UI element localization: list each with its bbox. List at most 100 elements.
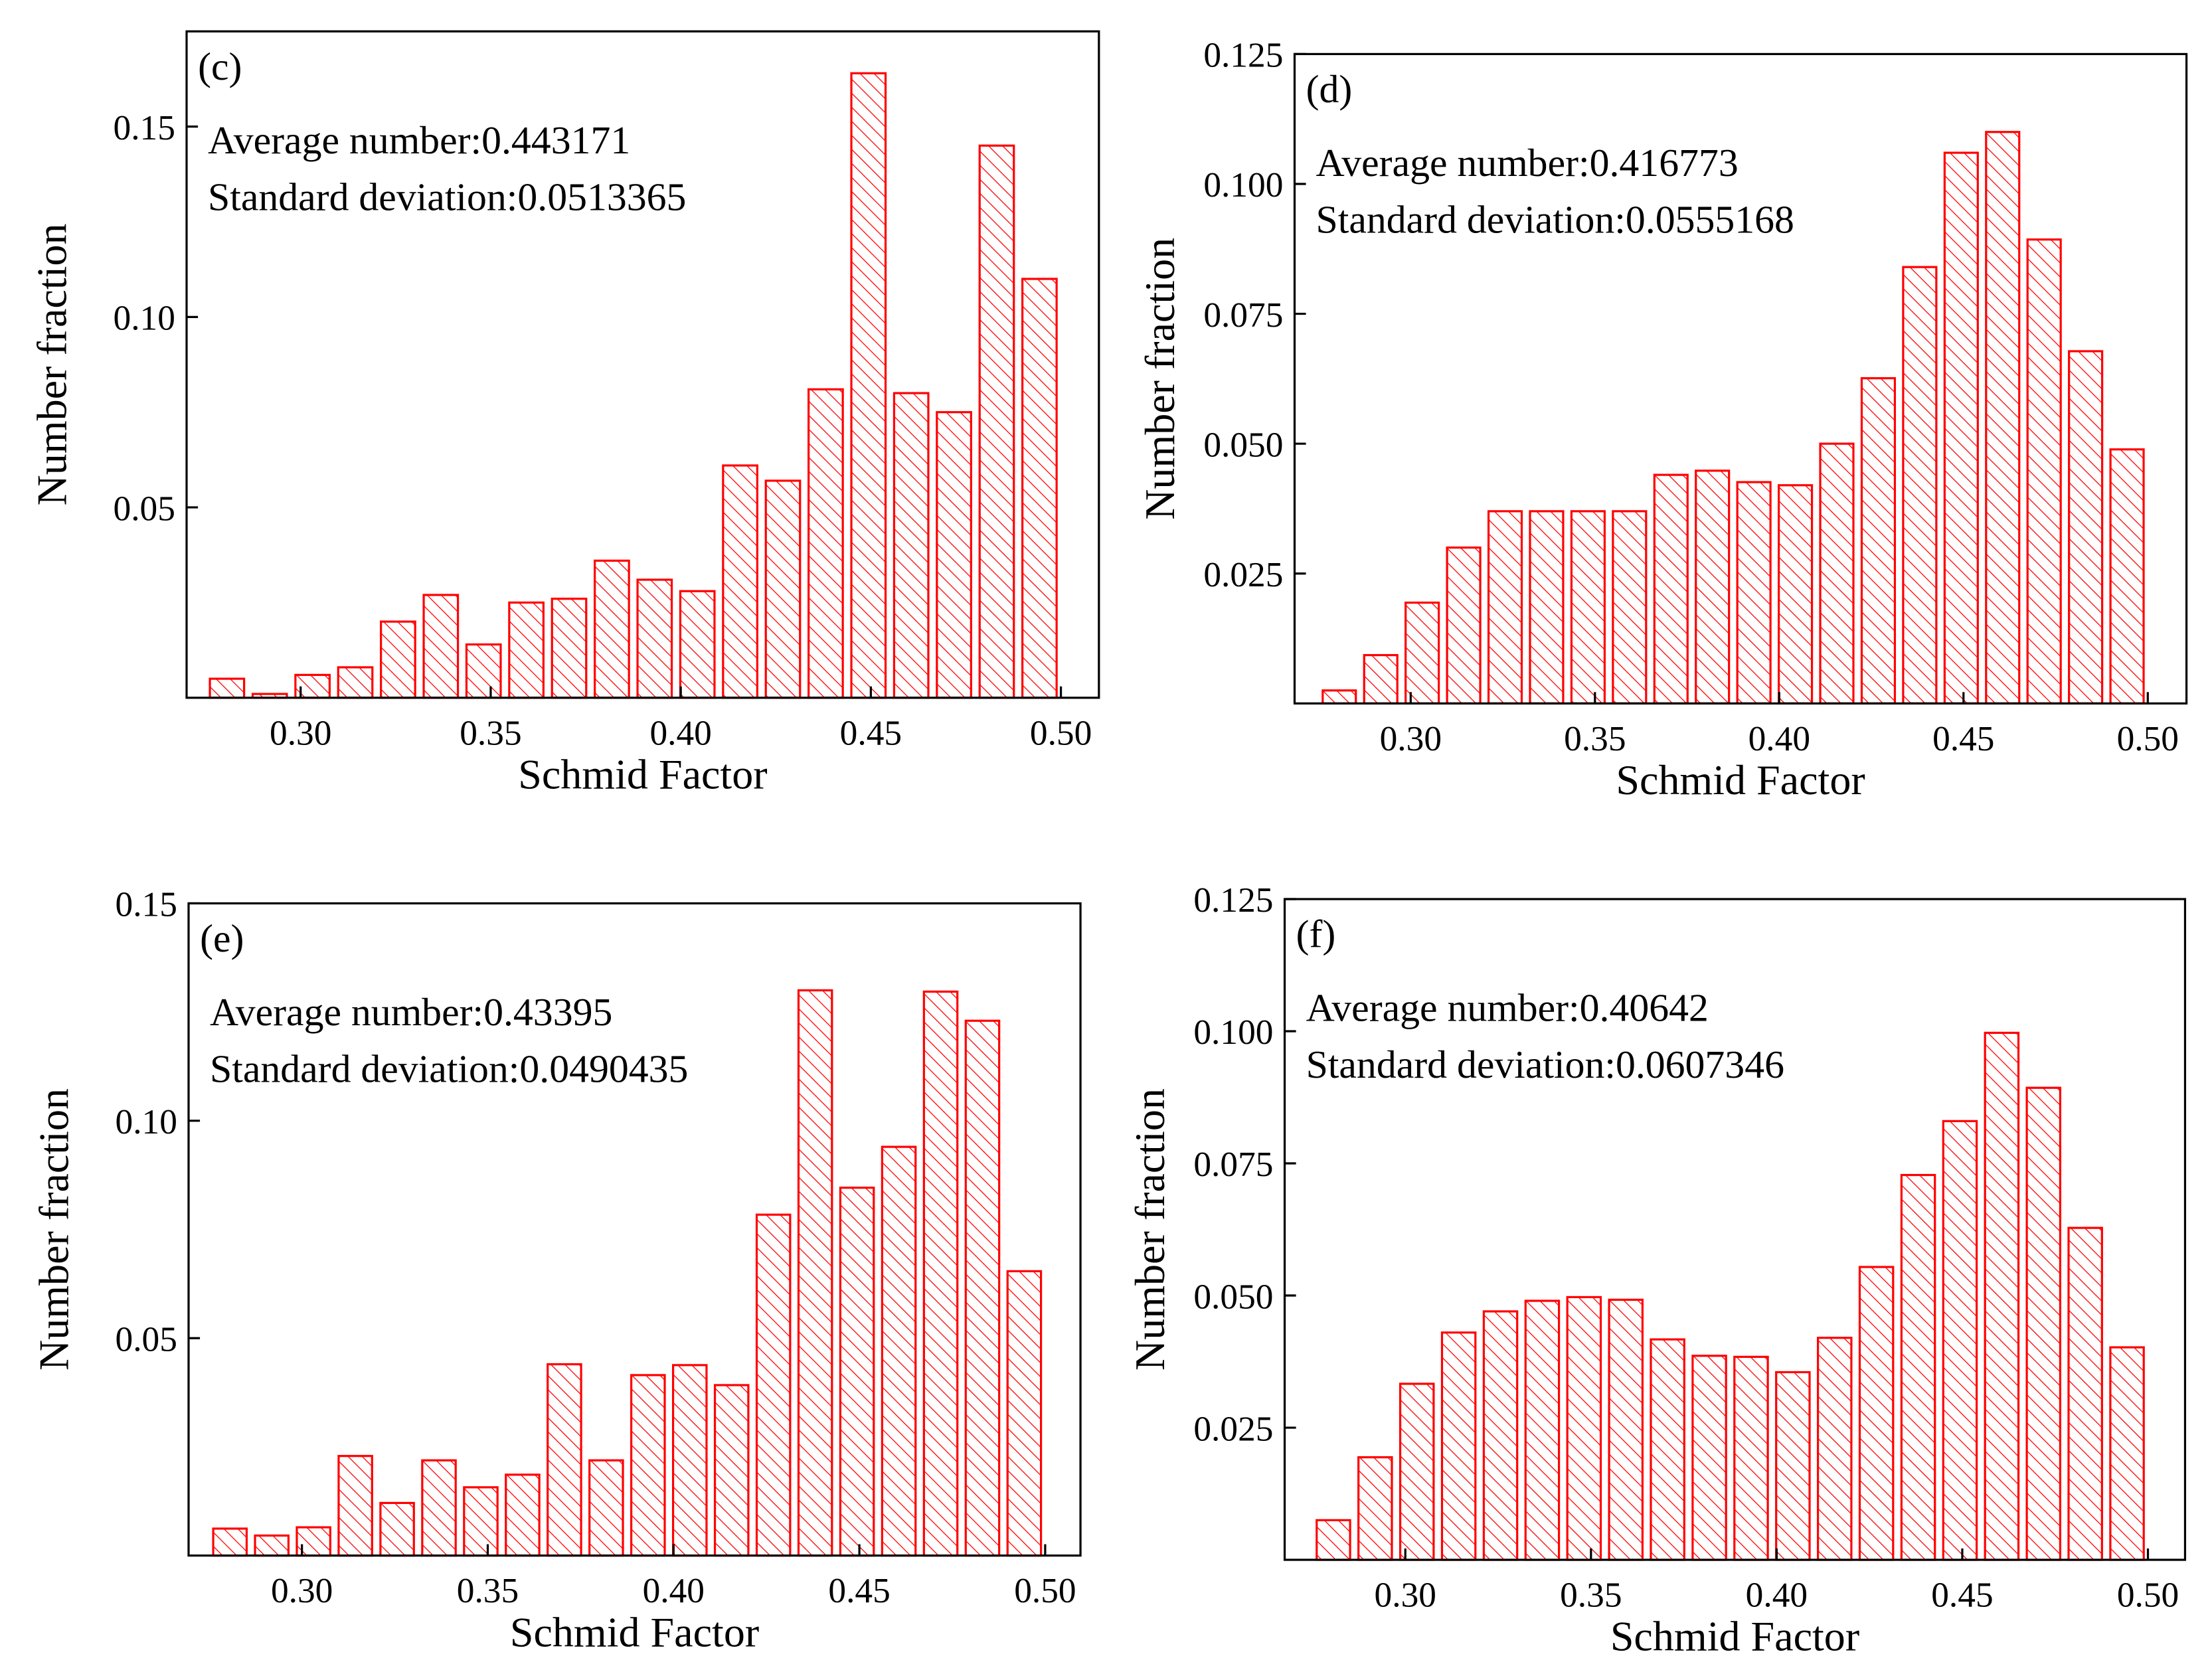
bar: [1902, 266, 1938, 705]
y-tick-label: 0.125: [1193, 880, 1273, 920]
bar: [1985, 131, 2021, 705]
bar: [1612, 510, 1648, 705]
bar: [1321, 689, 1357, 705]
bar: [421, 1459, 457, 1557]
bar: [630, 1374, 666, 1557]
bar: [1570, 510, 1606, 705]
x-tick-label: 0.35: [460, 712, 521, 752]
chart-panel: 0.30 0.35 0.40 0.45 0.50 0.025 0.050 0.075 0.100…: [1126, 880, 2187, 1660]
bar: [1487, 510, 1523, 705]
y-tick-label: 0.05: [116, 1319, 177, 1359]
x-tick-label: 0.35: [1564, 718, 1626, 758]
x-tick-label: 0.45: [1931, 1575, 1993, 1615]
y-tick-label: 0.10: [116, 1102, 177, 1141]
y-tick-label: 0.100: [1203, 165, 1283, 205]
bar: [1524, 1299, 1561, 1561]
bar: [1566, 1296, 1602, 1561]
bar: [797, 989, 833, 1557]
bar: [594, 559, 630, 699]
bar: [212, 1527, 248, 1557]
bar: [755, 1213, 792, 1557]
bar: [1399, 1382, 1435, 1561]
plot-frame: [187, 902, 1082, 1557]
bar: [551, 598, 588, 699]
bar: [713, 1384, 750, 1557]
bar: [2067, 1226, 2103, 1561]
bar: [1733, 1355, 1769, 1561]
bar: [1900, 1173, 1936, 1561]
y-tick-label: 0.025: [1203, 554, 1283, 594]
bar: [505, 1473, 541, 1557]
y-axis-title: Number fraction: [30, 1088, 77, 1371]
bar: [1653, 473, 1689, 705]
x-tick-label: 0.40: [1748, 718, 1810, 758]
plot-frame: [1293, 52, 2188, 705]
y-axis-title: Number fraction: [29, 224, 76, 506]
plot-frame: [1283, 898, 2187, 1561]
y-tick-label: 0.075: [1203, 295, 1283, 335]
x-tick-label: 0.35: [457, 1570, 519, 1610]
bar: [764, 479, 802, 699]
annotation: Average number:0.40642: [1306, 986, 1709, 1030]
y-axis-title: Number fraction: [1126, 1088, 1173, 1371]
y-tick-label: 0.025: [1193, 1408, 1273, 1448]
bar: [1775, 1371, 1811, 1561]
annotation: Average number:0.416773: [1316, 141, 1739, 185]
x-tick-label: 0.50: [2117, 1575, 2179, 1615]
bar: [679, 590, 716, 699]
bar: [2026, 238, 2062, 705]
bar: [547, 1363, 582, 1557]
bar: [1858, 1266, 1895, 1561]
annotation: Standard deviation:0.0490435: [210, 1046, 688, 1090]
panel-label: (e): [200, 916, 244, 960]
y-tick-label: 0.050: [1193, 1276, 1273, 1316]
bar: [1363, 653, 1399, 705]
bar: [1446, 546, 1482, 705]
bar: [964, 1019, 1001, 1557]
y-tick-label: 0.075: [1193, 1144, 1273, 1184]
x-tick-label: 0.45: [840, 712, 902, 752]
y-axis-title: Number fraction: [1136, 238, 1183, 520]
x-axis-title: Schmid Factor: [1616, 756, 1865, 803]
bar: [839, 1187, 875, 1557]
bar: [1736, 481, 1772, 705]
bar: [1006, 1270, 1043, 1557]
bar: [254, 1534, 290, 1557]
bar: [1984, 1031, 2020, 1561]
bar: [1650, 1338, 1685, 1561]
x-tick-label: 0.40: [649, 712, 711, 752]
bar: [209, 677, 246, 699]
bar: [936, 411, 972, 699]
y-tick-label: 0.100: [1193, 1012, 1273, 1052]
panel-label: (d): [1306, 67, 1353, 111]
x-tick-label: 0.35: [1560, 1575, 1622, 1615]
bar: [2025, 1086, 2062, 1561]
x-tick-label: 0.50: [1030, 712, 1092, 752]
bar: [2109, 448, 2145, 705]
y-tick-label: 0.10: [114, 298, 175, 338]
bar: [2109, 1346, 2145, 1561]
annotation: Average number:0.443171: [208, 118, 630, 162]
bar: [1943, 151, 1979, 705]
bar: [379, 1501, 415, 1557]
bar: [808, 388, 844, 699]
chart-panel: 0.30 0.35 0.40 0.45 0.50 0.05 0.10 0.15 (c) Avera…: [29, 30, 1100, 797]
bar: [465, 643, 502, 699]
x-tick-label: 0.30: [270, 712, 331, 752]
bar: [1482, 1310, 1519, 1561]
x-axis-title: Schmid Factor: [510, 1608, 759, 1655]
bar: [1021, 278, 1058, 699]
bar: [1819, 442, 1855, 705]
bar: [893, 392, 930, 699]
bar: [588, 1459, 624, 1557]
bar: [1942, 1120, 1978, 1561]
bar: [422, 594, 460, 699]
bar: [636, 578, 673, 699]
bar: [380, 620, 416, 699]
annotation: Average number:0.43395: [210, 990, 612, 1034]
bar: [1608, 1298, 1644, 1561]
y-tick-label: 0.125: [1203, 35, 1283, 75]
bar: [463, 1486, 499, 1557]
